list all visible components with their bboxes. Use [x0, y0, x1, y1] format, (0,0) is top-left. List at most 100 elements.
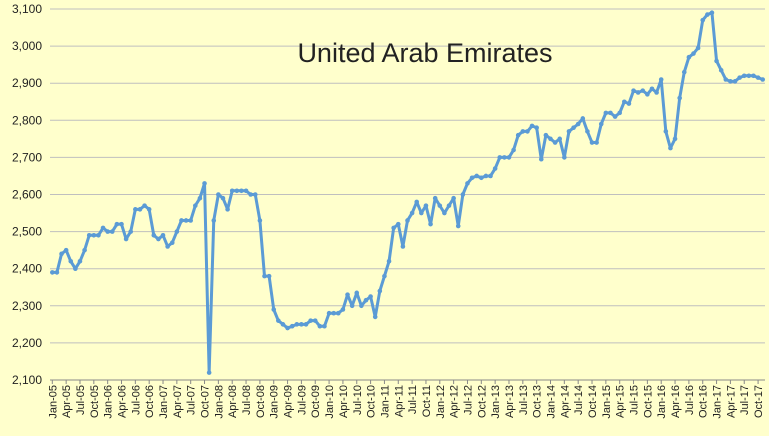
x-tick-label: Apr-09 — [283, 385, 295, 418]
marker — [169, 240, 175, 246]
y-tick-label: 3,100 — [12, 2, 42, 16]
marker — [363, 297, 369, 303]
x-tick-label: Oct-14 — [587, 385, 599, 418]
marker — [68, 258, 74, 264]
marker — [165, 244, 170, 249]
marker — [608, 110, 613, 116]
x-tick-label: Apr-15 — [615, 385, 627, 418]
marker — [760, 77, 765, 82]
marker — [91, 233, 97, 238]
x-tick-label: Jan-07 — [158, 385, 170, 419]
y-tick-label: 2,900 — [12, 76, 42, 90]
marker — [520, 129, 526, 134]
x-tick-label: Oct-13 — [532, 385, 544, 418]
marker — [331, 310, 336, 316]
marker — [188, 218, 193, 223]
marker — [654, 90, 659, 95]
marker — [386, 258, 392, 264]
marker — [202, 181, 207, 186]
marker — [635, 90, 641, 95]
marker — [465, 181, 470, 186]
marker — [691, 51, 696, 56]
marker — [525, 129, 530, 134]
marker — [686, 54, 692, 60]
marker — [492, 166, 498, 171]
marker — [497, 155, 503, 160]
marker — [672, 136, 678, 142]
marker — [372, 314, 378, 320]
marker — [432, 195, 438, 201]
marker — [405, 218, 410, 223]
marker — [174, 229, 180, 234]
marker — [428, 221, 433, 227]
marker — [451, 195, 456, 201]
marker — [266, 273, 272, 279]
x-tick-label: Jul-05 — [75, 385, 87, 415]
marker — [442, 210, 447, 216]
x-tick-label: Apr-11 — [393, 385, 405, 417]
marker — [557, 136, 563, 142]
marker — [239, 188, 244, 194]
marker — [368, 294, 373, 299]
x-tick-label: Oct-11 — [421, 385, 433, 417]
x-tick-label: Apr-08 — [227, 385, 239, 418]
marker — [322, 323, 327, 329]
marker — [354, 290, 360, 296]
x-tick-label: Jul-09 — [296, 385, 308, 415]
marker — [395, 221, 401, 227]
marker — [562, 155, 567, 160]
marker — [506, 155, 512, 160]
marker — [100, 225, 106, 231]
marker — [695, 45, 701, 51]
marker — [77, 258, 83, 264]
marker — [746, 73, 752, 79]
x-tick-label: Jan-16 — [656, 385, 668, 419]
marker — [437, 203, 443, 208]
x-tick-label: Jul-10 — [352, 385, 364, 415]
marker — [285, 325, 290, 331]
x-tick-label: Oct-17 — [753, 385, 765, 418]
marker — [469, 175, 475, 181]
marker — [626, 101, 632, 106]
marker — [575, 121, 581, 127]
x-tick-label: Jul-14 — [573, 385, 585, 415]
marker — [50, 270, 55, 275]
marker — [631, 88, 636, 93]
x-tick-label: Oct-06 — [144, 385, 156, 418]
marker — [151, 233, 157, 238]
x-tick-label: Jan-09 — [269, 385, 281, 419]
marker — [257, 218, 263, 223]
marker — [220, 195, 226, 201]
x-tick-label: Apr-05 — [61, 385, 73, 418]
marker — [349, 303, 355, 309]
x-tick-label: Oct-12 — [476, 385, 488, 418]
marker — [741, 73, 747, 79]
y-tick-label: 2,600 — [12, 188, 42, 202]
x-tick-label: Oct-07 — [200, 385, 212, 418]
marker — [580, 116, 586, 121]
marker — [234, 188, 240, 194]
x-tick-label: Jul-12 — [462, 385, 474, 415]
marker — [289, 323, 295, 329]
x-tick-label: Jul-13 — [518, 385, 530, 415]
x-tick-label: Jul-06 — [130, 385, 142, 415]
marker — [59, 251, 64, 257]
marker — [755, 75, 761, 80]
marker — [737, 75, 742, 80]
x-tick-label: Jan-12 — [435, 385, 447, 419]
marker — [82, 247, 87, 253]
marker — [54, 270, 60, 275]
marker — [409, 210, 415, 216]
marker — [622, 99, 627, 105]
marker — [294, 322, 300, 327]
y-tick-label: 2,200 — [12, 336, 42, 350]
marker — [668, 145, 673, 151]
marker — [723, 77, 729, 82]
marker — [566, 129, 572, 134]
marker — [317, 323, 323, 329]
marker — [128, 229, 134, 234]
x-tick-label: Jan-11 — [379, 385, 391, 418]
marker — [206, 370, 212, 375]
x-tick-label: Jul-17 — [739, 385, 751, 415]
y-tick-label: 2,400 — [12, 262, 42, 276]
